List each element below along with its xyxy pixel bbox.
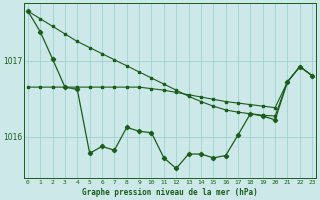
X-axis label: Graphe pression niveau de la mer (hPa): Graphe pression niveau de la mer (hPa)	[82, 188, 258, 197]
